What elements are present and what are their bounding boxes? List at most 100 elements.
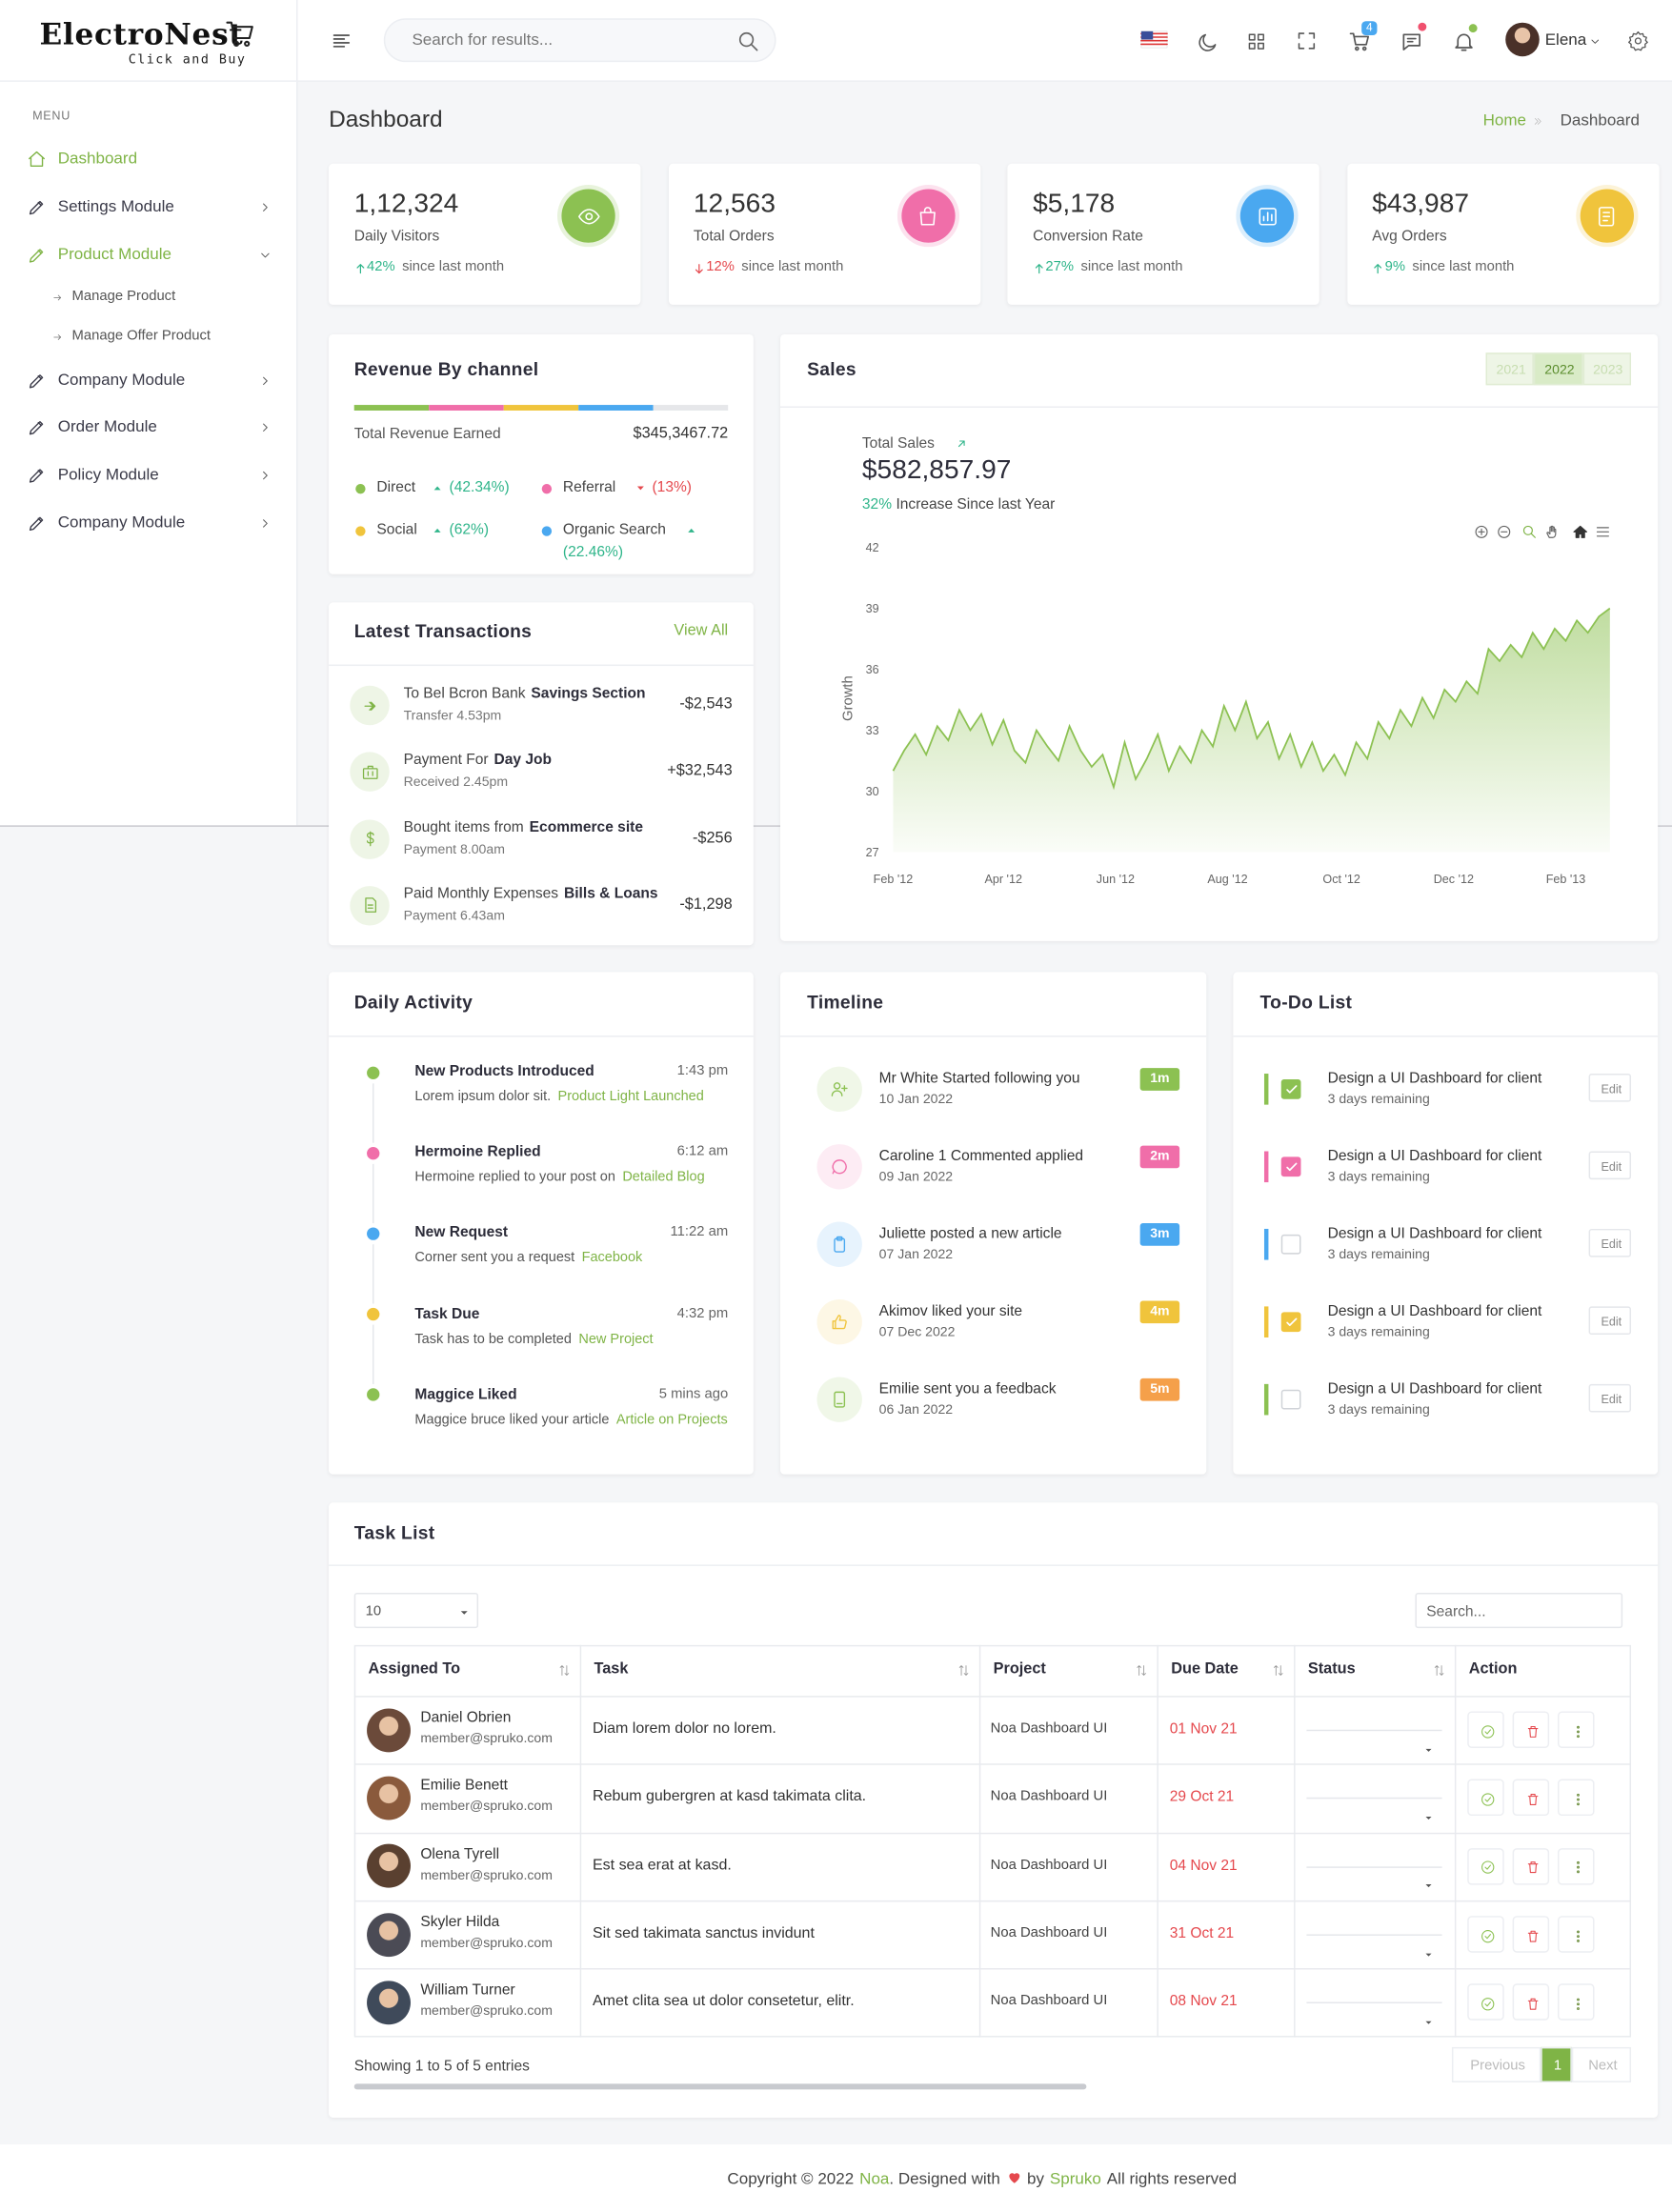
sort-icon[interactable] (1135, 1663, 1149, 1678)
pagination-label[interactable]: Previous (1470, 2057, 1525, 2073)
cart-icon[interactable] (1347, 29, 1371, 52)
more-button[interactable] (1558, 1983, 1595, 2021)
todo-checkbox[interactable] (1280, 1312, 1301, 1333)
more-button[interactable] (1558, 1780, 1595, 1817)
column-header[interactable]: Due Date (1171, 1660, 1239, 1679)
status-select[interactable] (1306, 1798, 1442, 1826)
chart-toolbar-icon[interactable] (1496, 523, 1513, 540)
activity-link[interactable]: Detailed Blog (622, 1170, 705, 1186)
status-select[interactable] (1306, 1729, 1442, 1759)
user-avatar[interactable] (1505, 22, 1540, 57)
edit-button[interactable]: Edit (1588, 1074, 1632, 1102)
delete-button[interactable] (1512, 1847, 1550, 1885)
status-select[interactable] (1306, 1865, 1442, 1895)
theme-toggle[interactable] (1197, 31, 1219, 54)
edit-button[interactable]: Edit (1588, 1306, 1632, 1336)
todo-checkbox[interactable] (1280, 1234, 1301, 1255)
edit-button-label[interactable]: Edit (1601, 1237, 1622, 1252)
submenu-item[interactable]: Manage Product (42, 280, 282, 314)
sort-icon[interactable] (557, 1663, 572, 1678)
sort-icon[interactable] (1432, 1663, 1446, 1678)
chart-toolbar-icon[interactable] (1521, 523, 1539, 540)
menu-item[interactable]: Company Module (17, 361, 285, 400)
pagination-label[interactable]: 1 (1553, 2057, 1562, 2073)
menu-item[interactable]: Dashboard (17, 140, 285, 179)
edit-button[interactable]: Edit (1588, 1383, 1632, 1413)
menu-toggle[interactable] (331, 30, 353, 52)
status-select[interactable] (1306, 2002, 1442, 2031)
delete-button[interactable] (1512, 1916, 1550, 1953)
messages-icon[interactable] (1399, 29, 1422, 52)
activity-link[interactable]: Product Light Launched (557, 1089, 704, 1105)
edit-button-label[interactable]: Edit (1601, 1158, 1622, 1174)
approve-button[interactable] (1467, 1711, 1504, 1749)
view-all-link[interactable]: View All (674, 622, 729, 640)
edit-button[interactable]: Edit (1588, 1228, 1632, 1257)
menu-item[interactable]: Company Module (17, 504, 285, 543)
chart-toolbar-icon[interactable] (1543, 523, 1561, 540)
column-header[interactable]: Action (1468, 1660, 1518, 1679)
pagination-button[interactable]: Next (1571, 2046, 1632, 2082)
approve-button[interactable] (1467, 1916, 1504, 1953)
pagination-button[interactable]: 1 (1541, 2046, 1572, 2082)
status-select[interactable] (1306, 1934, 1442, 1963)
card-title: Task List (353, 1521, 435, 1544)
submenu-item[interactable]: Manage Offer Product (42, 320, 282, 354)
todo-checkbox[interactable] (1280, 1078, 1301, 1099)
edit-button-label[interactable]: Edit (1601, 1392, 1622, 1407)
action-icon-shape (1576, 1929, 1580, 1933)
search-icon[interactable] (735, 29, 759, 52)
fullscreen-icon[interactable] (1296, 30, 1319, 52)
edit-button[interactable]: Edit (1588, 1151, 1632, 1180)
pagination-button[interactable]: Previous (1451, 2046, 1541, 2082)
language-flag[interactable] (1140, 26, 1169, 54)
settings-icon[interactable] (1627, 30, 1650, 52)
assignee-avatar (367, 1981, 411, 2025)
edit-button-label[interactable]: Edit (1601, 1081, 1622, 1096)
chart-toolbar-icon[interactable] (1595, 523, 1612, 540)
year-button[interactable]: 2023 (1582, 352, 1631, 386)
stat-value: 12,563 (693, 189, 776, 219)
activity-link[interactable]: Article on Projects (615, 1412, 728, 1428)
column-header[interactable]: Status (1307, 1660, 1356, 1679)
year-button[interactable]: 2022 (1534, 352, 1583, 386)
page-size-select[interactable]: 10 (353, 1593, 479, 1629)
column-header[interactable]: Project (993, 1660, 1046, 1679)
menu-item[interactable]: Product Module (17, 235, 285, 274)
approve-button[interactable] (1467, 1847, 1504, 1885)
sort-icon[interactable] (1271, 1663, 1285, 1678)
chart-toolbar-icon-shape (1573, 525, 1587, 538)
delete-button[interactable] (1512, 1780, 1550, 1817)
sort-icon[interactable] (957, 1663, 971, 1678)
more-button[interactable] (1558, 1847, 1595, 1885)
todo-checkbox[interactable] (1280, 1389, 1301, 1410)
delete-button[interactable] (1512, 1983, 1550, 2021)
more-button[interactable] (1558, 1916, 1595, 1953)
column-header[interactable]: Assigned To (368, 1660, 461, 1679)
search-box[interactable]: Search for results... (383, 18, 776, 63)
year-label[interactable]: 2023 (1593, 361, 1623, 378)
activity-link[interactable]: New Project (578, 1331, 654, 1347)
user-name[interactable]: Elena (1544, 31, 1587, 50)
apps-icon[interactable] (1245, 30, 1266, 51)
year-label[interactable]: 2021 (1496, 361, 1526, 378)
table-search[interactable]: Search... (1415, 1593, 1623, 1629)
delete-button[interactable] (1512, 1711, 1550, 1749)
notifications-icon[interactable] (1451, 29, 1475, 52)
activity-link[interactable]: Facebook (581, 1250, 643, 1267)
menu-item[interactable]: Order Module (17, 409, 285, 448)
column-header[interactable]: Task (594, 1660, 629, 1679)
approve-button[interactable] (1467, 1780, 1504, 1817)
chart-toolbar-icon[interactable] (1572, 523, 1589, 540)
more-button[interactable] (1558, 1711, 1595, 1749)
year-label[interactable]: 2022 (1544, 361, 1575, 378)
todo-checkbox[interactable] (1280, 1156, 1301, 1177)
menu-item[interactable]: Policy Module (17, 456, 285, 495)
menu-item[interactable]: Settings Module (17, 188, 285, 227)
chart-toolbar-icon[interactable] (1473, 523, 1490, 540)
year-button[interactable]: 2021 (1485, 352, 1535, 386)
trend-arrow-shape (1035, 263, 1042, 273)
approve-button[interactable] (1467, 1983, 1504, 2021)
pagination-label[interactable]: Next (1588, 2057, 1618, 2073)
edit-button-label[interactable]: Edit (1601, 1314, 1622, 1329)
